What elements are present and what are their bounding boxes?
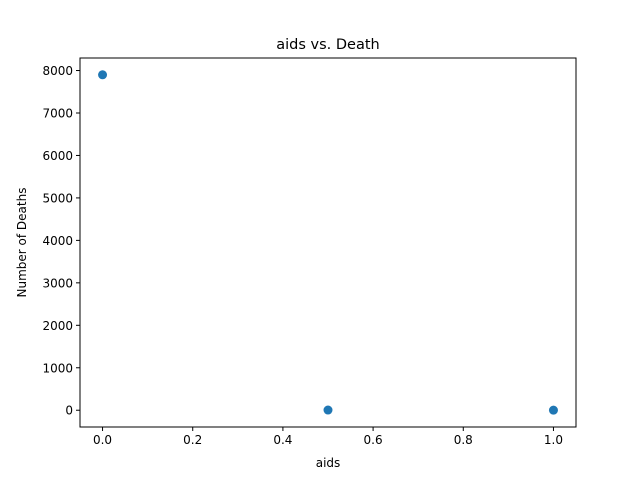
- y-tick-label: 0: [65, 404, 73, 418]
- data-points: [98, 70, 558, 415]
- chart-title: aids vs. Death: [276, 37, 379, 53]
- scatter-point: [98, 70, 108, 80]
- plot-frame: [79, 57, 577, 428]
- x-axis-ticks: 0.0 0.2 0.4 0.6 0.8 1.0: [93, 427, 563, 447]
- x-axis-label: aids: [316, 456, 341, 470]
- y-tick-label: 2000: [42, 319, 73, 333]
- y-axis-ticks: 0 1000 2000 3000 4000 5000 6000 7000 8000: [42, 64, 80, 418]
- y-tick-label: 6000: [42, 149, 73, 163]
- y-axis-label: Number of Deaths: [15, 188, 29, 298]
- y-tick-label: 5000: [42, 191, 73, 205]
- y-tick-label: 4000: [42, 234, 73, 248]
- x-tick-label: 0.4: [273, 433, 292, 447]
- y-tick-label: 3000: [42, 276, 73, 290]
- scatter-point: [323, 405, 333, 415]
- scatter-point: [548, 405, 558, 415]
- x-tick-label: 1.0: [544, 433, 563, 447]
- x-tick-label: 0.2: [183, 433, 202, 447]
- x-tick-label: 0.0: [93, 433, 112, 447]
- y-tick-label: 1000: [42, 361, 73, 375]
- plot-area: [80, 58, 576, 427]
- y-tick-label: 8000: [42, 64, 73, 78]
- y-tick-label: 7000: [42, 106, 73, 120]
- x-tick-label: 0.6: [364, 433, 383, 447]
- x-tick-label: 0.8: [454, 433, 473, 447]
